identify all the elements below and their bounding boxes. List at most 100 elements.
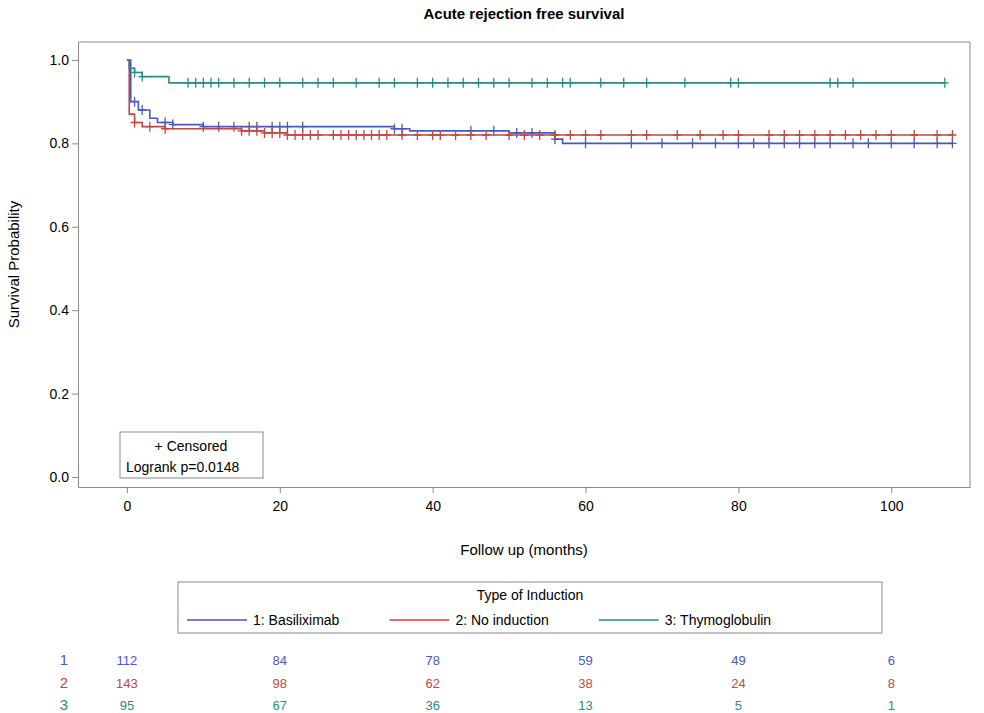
- censor-mark: [765, 130, 773, 140]
- at-risk-count: 8: [888, 676, 895, 691]
- censor-mark: [291, 130, 299, 140]
- at-risk-count: 84: [273, 653, 287, 668]
- censor-mark: [276, 78, 284, 88]
- censor-mark: [245, 78, 253, 88]
- censor-mark: [306, 130, 314, 140]
- at-risk-count: 67: [273, 698, 287, 713]
- y-tick-mark: [72, 60, 78, 61]
- censor-mark: [138, 105, 146, 115]
- at-risk-count: 13: [578, 698, 592, 713]
- at-risk-count: 95: [120, 698, 134, 713]
- censor-mark: [566, 78, 574, 88]
- censor-mark: [750, 138, 758, 148]
- censor-mark: [689, 138, 697, 148]
- y-axis: 0.00.20.40.60.81.0: [50, 43, 79, 488]
- censor-mark: [436, 130, 444, 140]
- frame-right: [970, 42, 971, 487]
- censor-mark: [620, 78, 628, 88]
- y-tick-label: 0.6: [50, 219, 70, 235]
- x-tick: 0: [124, 487, 132, 514]
- censor-mark: [383, 130, 391, 140]
- at-risk-count: 5: [735, 698, 742, 713]
- title: Acute rejection free survival: [424, 5, 625, 22]
- x-tick: 80: [731, 487, 747, 514]
- censor-mark: [345, 130, 353, 140]
- annotation: Logrank p=0.0148: [126, 459, 239, 475]
- y-tick-label: 0.0: [50, 469, 70, 485]
- at-risk-row-label: 3: [60, 696, 68, 713]
- x-tick-label: 40: [425, 498, 441, 514]
- y-tick-mark: [72, 394, 78, 395]
- x-tick-label: 100: [880, 498, 904, 514]
- y-axis-title: Survival Probability: [5, 200, 22, 328]
- y-tick-mark: [72, 227, 78, 228]
- censor-mark: [314, 78, 322, 88]
- x-tick: 40: [425, 487, 441, 514]
- censor-mark: [826, 130, 834, 140]
- censor-mark: [513, 128, 521, 138]
- censor-mark: [207, 78, 215, 88]
- censor-mark: [520, 130, 528, 140]
- x-tick-label: 0: [124, 498, 132, 514]
- x-tick-mark: [891, 487, 892, 493]
- censor-mark: [390, 124, 398, 134]
- x-axis: 0 20 40 60 80 100: [79, 487, 971, 514]
- x-tick-label: 60: [578, 498, 594, 514]
- at-risk-table: 1112847859496214398623824839567361351: [60, 651, 895, 713]
- censor-mark: [857, 130, 865, 140]
- censor-mark: [681, 78, 689, 88]
- y-tick-mark: [72, 143, 78, 144]
- y-tick-mark: [72, 310, 78, 311]
- at-risk-count: 78: [425, 653, 439, 668]
- censor-mark: [933, 130, 941, 140]
- censor-mark: [329, 78, 337, 88]
- censor-mark: [834, 78, 842, 88]
- censor-mark: [352, 78, 360, 88]
- censor-mark: [253, 126, 261, 136]
- legend-swatch: [599, 619, 659, 621]
- at-risk-count: 24: [731, 676, 745, 691]
- censor-mark: [734, 130, 742, 140]
- survival-line: [127, 60, 953, 135]
- annotation-frame: [120, 432, 263, 478]
- censor-mark: [429, 78, 437, 88]
- at-risk-count: 6: [888, 653, 895, 668]
- legend: Type of Induction1: Basiliximab2: No ind…: [178, 582, 882, 633]
- censor-mark: [582, 130, 590, 140]
- censor-mark: [337, 130, 345, 140]
- y-tick-label: 1.0: [50, 52, 70, 68]
- censor-mark: [192, 78, 200, 88]
- censor-mark: [131, 117, 139, 127]
- censor-mark: [551, 130, 559, 140]
- x-tick-label: 20: [273, 498, 289, 514]
- censor-mark: [627, 130, 635, 140]
- annotation: + Censored: [155, 438, 228, 454]
- censor-mark: [215, 122, 223, 132]
- censor-mark: [727, 78, 735, 88]
- at-risk-count: 112: [117, 653, 138, 668]
- censor-mark: [536, 130, 544, 140]
- y-tick-label: 0.2: [50, 386, 70, 402]
- x-tick-mark: [127, 487, 128, 493]
- censor-mark: [505, 130, 513, 140]
- censor-mark: [352, 130, 360, 140]
- censor-mark: [467, 130, 475, 140]
- censor-mark: [238, 126, 246, 136]
- censor-mark: [146, 122, 154, 132]
- y-tick: 0.4: [50, 302, 78, 318]
- x-axis-line: [79, 487, 971, 488]
- censor-mark: [941, 78, 949, 88]
- censor-mark: [566, 130, 574, 140]
- censor-mark: [559, 78, 567, 88]
- y-tick: 1.0: [50, 52, 78, 68]
- censor-mark: [597, 78, 605, 88]
- y-tick: 0.2: [50, 386, 78, 402]
- censor-mark: [276, 128, 284, 138]
- y-tick-label: 0.4: [50, 302, 70, 318]
- censor-mark: [505, 78, 513, 88]
- x-axis-title: Follow up (months): [460, 541, 588, 558]
- censor-mark: [413, 78, 421, 88]
- legend-swatch: [389, 619, 449, 621]
- censor-mark: [299, 130, 307, 140]
- censor-mark: [872, 130, 880, 140]
